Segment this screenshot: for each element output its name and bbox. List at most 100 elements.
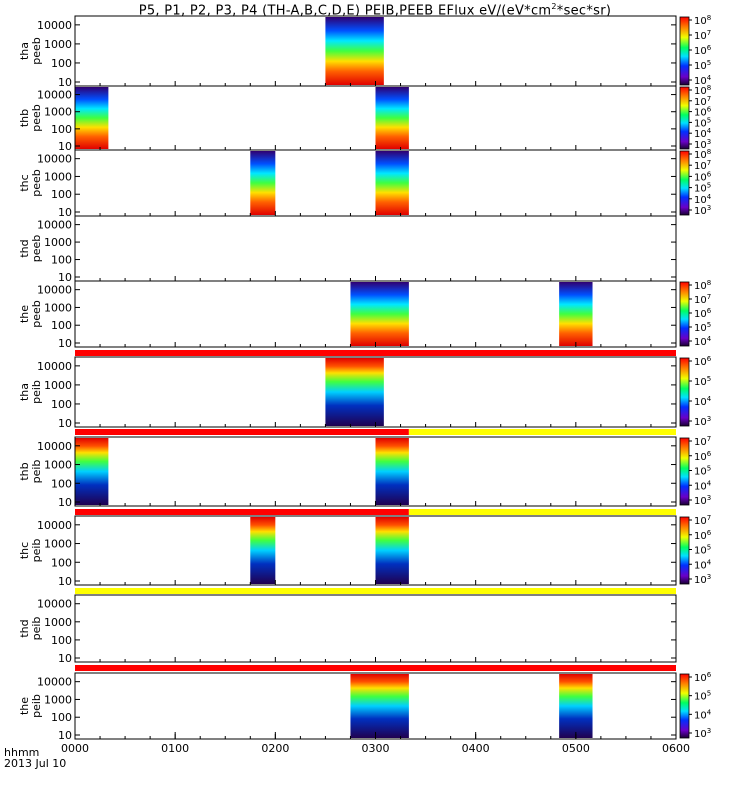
panel-label-probe: tha bbox=[18, 42, 31, 60]
colorbar-tick-label: 104 bbox=[694, 708, 712, 721]
spectrogram-block bbox=[559, 674, 593, 738]
mode-bar-segment bbox=[408, 429, 676, 435]
colorbar-tick-label: 108 bbox=[694, 279, 711, 292]
y-tick-label: 10 bbox=[58, 729, 72, 742]
colorbar-tick-label: 103 bbox=[694, 415, 711, 428]
x-tick-label: 0600 bbox=[662, 742, 690, 755]
colorbar-tick-label: 107 bbox=[694, 293, 711, 306]
panel-tha-peib: 10 100 1000 10000 tha peib 103 104 105 106 bbox=[18, 355, 712, 430]
colorbar-tick-label: 104 bbox=[694, 74, 712, 87]
colorbar-tick-label: 104 bbox=[694, 558, 712, 571]
colorbar-tick-label: 108 bbox=[694, 148, 711, 161]
y-tick-label: 10000 bbox=[37, 598, 72, 611]
y-tick-label: 10000 bbox=[37, 284, 72, 297]
panel-frame bbox=[74, 215, 677, 282]
panel-label-probe: thd bbox=[18, 239, 31, 257]
spectrogram-block bbox=[375, 517, 409, 584]
spectrogram-block bbox=[350, 674, 409, 738]
y-tick-label: 100 bbox=[51, 477, 72, 490]
panel-label-probe: tha bbox=[18, 383, 31, 401]
y-tick-label: 1000 bbox=[44, 693, 72, 706]
colorbar-tick-label: 106 bbox=[694, 671, 712, 684]
mode-bar-segment bbox=[75, 665, 676, 671]
spectrogram-block bbox=[375, 151, 409, 215]
colorbar-tick-label: 107 bbox=[694, 95, 711, 108]
colorbar-tick-label: 106 bbox=[694, 529, 712, 542]
colorbar-tick-label: 107 bbox=[694, 159, 711, 172]
panel-thd-peib: 10 100 1000 10000 thd peib bbox=[18, 594, 677, 665]
colorbar-tick-label: 105 bbox=[694, 375, 711, 388]
y-tick-label: 10000 bbox=[37, 676, 72, 689]
spectrogram-block bbox=[325, 358, 384, 426]
colorbar bbox=[679, 673, 690, 739]
panel-label-product: peib bbox=[30, 539, 43, 563]
colorbar-tick-label: 106 bbox=[694, 44, 712, 57]
spectrogram-block bbox=[350, 282, 409, 346]
x-axis-label: hhmm bbox=[4, 746, 40, 759]
mode-bar-segment bbox=[75, 588, 676, 594]
colorbar-tick-label: 107 bbox=[694, 29, 711, 42]
y-tick-label: 1000 bbox=[44, 170, 72, 183]
colorbar-tick-label: 108 bbox=[694, 84, 711, 97]
colorbar-tick-label: 104 bbox=[694, 127, 712, 140]
panel-tha-peeb: 10 100 1000 10000 tha peeb 104 105 106 107 108 bbox=[18, 14, 712, 89]
spectrogram-block bbox=[250, 151, 276, 215]
colorbar-tick-label: 103 bbox=[694, 573, 711, 586]
y-tick-label: 10000 bbox=[37, 153, 72, 166]
colorbar-tick-label: 107 bbox=[694, 514, 711, 527]
colorbar-tick-label: 104 bbox=[694, 395, 712, 408]
colorbar-tick-label: 103 bbox=[694, 494, 711, 507]
colorbar-tick-label: 104 bbox=[694, 335, 712, 348]
y-tick-label: 1000 bbox=[44, 301, 72, 314]
y-tick-label: 10000 bbox=[37, 19, 72, 32]
spectrogram-block bbox=[375, 438, 409, 505]
x-tick-label: 0100 bbox=[161, 742, 189, 755]
colorbar-tick-label: 106 bbox=[694, 307, 712, 320]
x-tick-label: 0500 bbox=[562, 742, 590, 755]
colorbar-tick-label: 106 bbox=[694, 355, 712, 368]
panel-label-product: peeb bbox=[30, 169, 43, 197]
spectrogram-block bbox=[250, 517, 276, 584]
panel-frame bbox=[74, 594, 677, 663]
panel-label-probe: thb bbox=[18, 109, 31, 127]
colorbar-tick-label: 106 bbox=[694, 106, 712, 119]
colorbar bbox=[679, 150, 690, 216]
y-tick-label: 1000 bbox=[44, 616, 72, 629]
mode-bar-segment bbox=[408, 509, 676, 515]
y-tick-label: 10 bbox=[58, 652, 72, 665]
panel-label-product: peib bbox=[30, 380, 43, 404]
colorbar-tick-label: 108 bbox=[694, 14, 711, 27]
y-tick-label: 10000 bbox=[37, 360, 72, 373]
spectrogram-block bbox=[325, 17, 384, 85]
y-tick-label: 10 bbox=[58, 496, 72, 509]
panel-label-product: peeb bbox=[30, 37, 43, 65]
colorbar-tick-label: 103 bbox=[694, 727, 711, 740]
colorbar-tick-label: 105 bbox=[694, 690, 711, 703]
y-tick-label: 100 bbox=[51, 634, 72, 647]
colorbar bbox=[679, 357, 690, 427]
spectrogram-block bbox=[75, 438, 109, 505]
mode-bar-segment bbox=[75, 429, 409, 435]
y-tick-label: 100 bbox=[51, 123, 72, 136]
y-tick-label: 100 bbox=[51, 57, 72, 70]
date-label: 2013 Jul 10 bbox=[4, 757, 67, 770]
y-tick-label: 10000 bbox=[37, 219, 72, 232]
x-tick-label: 0200 bbox=[261, 742, 289, 755]
colorbar-tick-label: 105 bbox=[694, 321, 711, 334]
y-tick-label: 10000 bbox=[37, 89, 72, 102]
y-tick-label: 10 bbox=[58, 76, 72, 89]
panel-label-probe: the bbox=[18, 305, 31, 323]
x-tick-label: 0300 bbox=[362, 742, 390, 755]
panel-the-peib: 10 100 1000 10000 the peib 103 104 105 106 bbox=[18, 671, 712, 742]
y-tick-label: 10 bbox=[58, 575, 72, 588]
panel-label-product: peib bbox=[30, 460, 43, 484]
colorbar-tick-label: 106 bbox=[694, 450, 712, 463]
colorbar-tick-label: 105 bbox=[694, 59, 711, 72]
y-tick-label: 10 bbox=[58, 140, 72, 153]
y-tick-label: 1000 bbox=[44, 379, 72, 392]
spectrogram-block bbox=[559, 282, 593, 346]
y-tick-label: 1000 bbox=[44, 538, 72, 551]
